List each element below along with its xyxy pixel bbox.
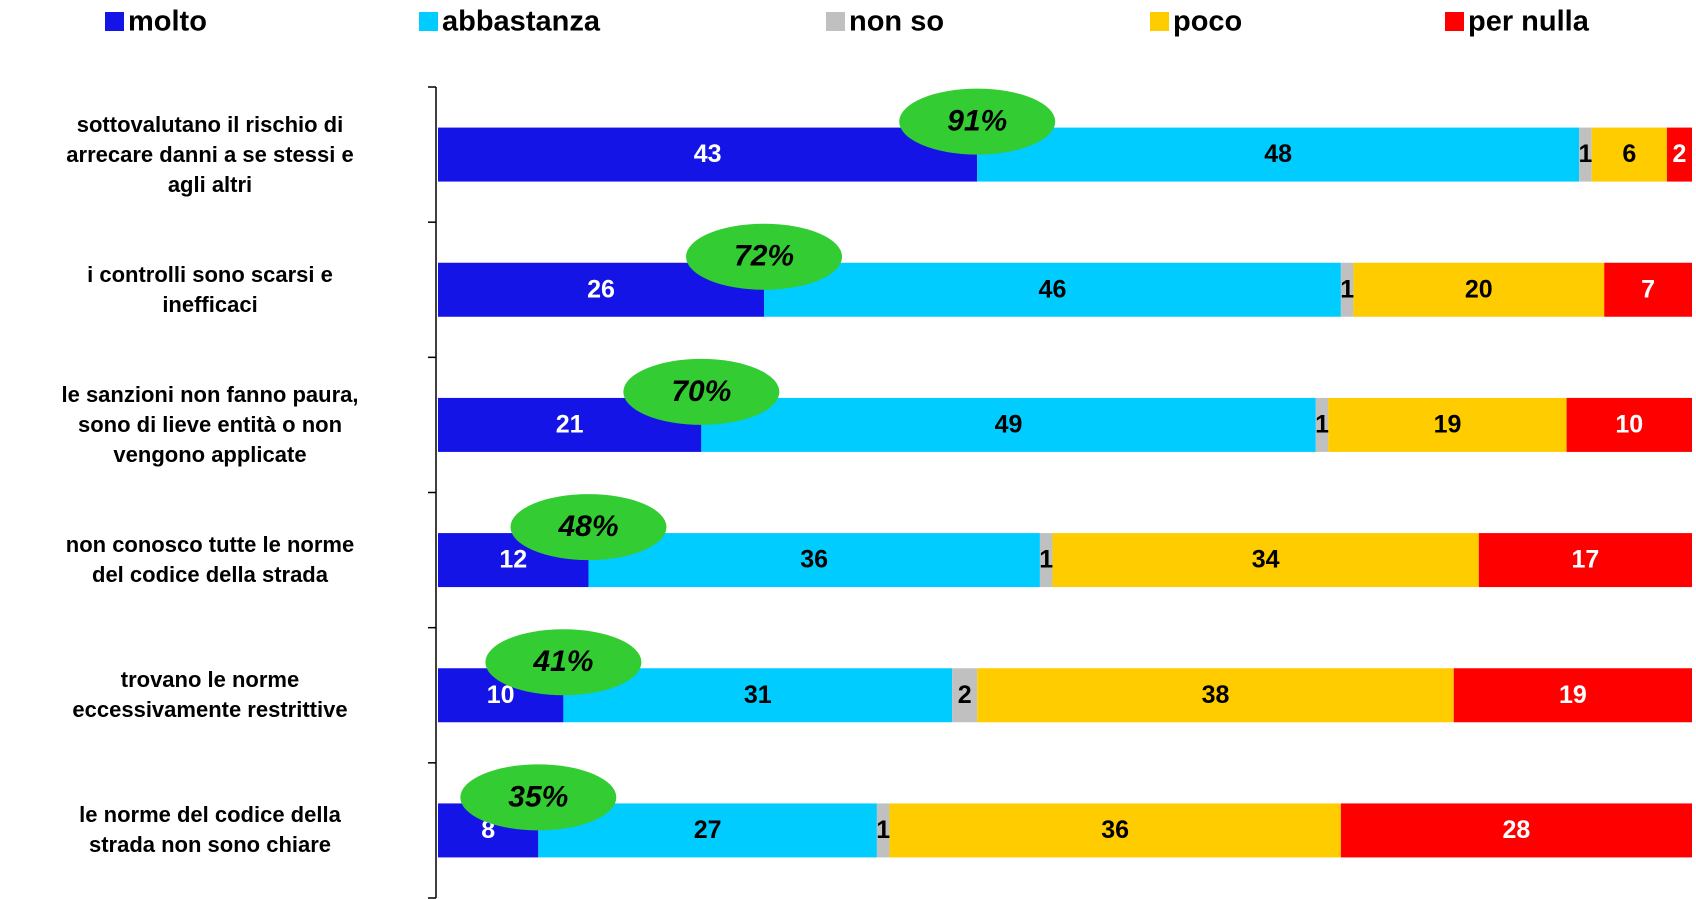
bar-value-label: 38: [1202, 681, 1230, 709]
bar-value-label: 12: [499, 546, 527, 574]
legend-label: poco: [1173, 6, 1242, 38]
bar-segment: [1052, 533, 1479, 588]
bar-value-label: 7: [1641, 275, 1655, 303]
bar-value-label: 36: [1101, 816, 1129, 844]
bar-segment: [588, 533, 1040, 588]
category-label: trovano le norme eccessivamente restritt…: [72, 667, 348, 723]
legend-label: abbastanza: [442, 6, 601, 38]
legend-swatch: [1150, 12, 1169, 31]
bar-segment: [1315, 397, 1329, 452]
bar-segment: [764, 262, 1341, 317]
bar-value-label: 20: [1465, 275, 1493, 303]
bar-value-label: 10: [1615, 411, 1643, 439]
total-label: 35%: [508, 780, 568, 813]
bar-segment: [438, 127, 978, 182]
bar-value-label: 1: [1578, 140, 1592, 168]
bar-segment: [889, 803, 1341, 858]
total-label: 41%: [532, 645, 593, 678]
legend-swatch: [826, 12, 845, 31]
bar-segment: [1579, 127, 1592, 182]
legend-swatch: [105, 12, 124, 31]
total-badge: [686, 223, 843, 290]
bar-value-label: 2: [1673, 140, 1687, 168]
bar-value-label: 1: [1315, 411, 1329, 439]
bar-value-label: 36: [800, 546, 828, 574]
category-label: le sanzioni non fanno paura, sono di lie…: [61, 381, 359, 467]
bar-value-label: 28: [1503, 816, 1531, 844]
bar-value-label: 17: [1572, 546, 1600, 574]
total-badge: [460, 764, 617, 831]
bar-value-label: 26: [587, 275, 615, 303]
category-label: sottovalutano il rischio di arrecare dan…: [66, 111, 354, 197]
bar-value-label: 1: [1039, 546, 1053, 574]
category-label: le norme del codice della strada non son…: [79, 802, 341, 858]
bar-segment: [1591, 127, 1667, 182]
bar-segment: [1328, 397, 1567, 452]
bar-value-label: 27: [694, 816, 722, 844]
bar-segment: [1453, 668, 1692, 723]
bar-value-label: 1: [876, 816, 890, 844]
bar-segment: [1566, 397, 1692, 452]
legend-label: non so: [849, 6, 944, 38]
bar-value-label: 34: [1252, 546, 1280, 574]
bar-value-label: 19: [1434, 411, 1462, 439]
legend-swatch: [419, 12, 438, 31]
bar-segment: [977, 127, 1580, 182]
bar-value-label: 48: [1264, 140, 1292, 168]
bar-segment: [1039, 533, 1053, 588]
bar-value-label: 46: [1039, 275, 1067, 303]
total-label: 70%: [671, 375, 731, 408]
bar-segment: [876, 803, 890, 858]
bar-segment: [701, 397, 1316, 452]
category-label: i controlli sono scarsi e inefficaci: [87, 261, 333, 317]
legend-swatch: [1445, 12, 1464, 31]
bar-segment: [1604, 262, 1692, 317]
bar-value-label: 1: [1340, 275, 1354, 303]
bar-value-label: 43: [694, 140, 722, 168]
bar-value-label: 2: [958, 681, 972, 709]
total-label: 48%: [557, 510, 618, 543]
total-badge: [510, 494, 667, 561]
bar-value-label: 6: [1622, 140, 1636, 168]
bar-segment: [952, 668, 978, 723]
bar-segment: [977, 668, 1454, 723]
legend-label: molto: [128, 6, 207, 38]
bar-value-label: 49: [995, 411, 1023, 439]
bar-segment: [1353, 262, 1605, 317]
bar-segment: [1340, 262, 1354, 317]
bar-segment: [1478, 533, 1692, 588]
total-badge: [899, 88, 1056, 155]
bar-value-label: 31: [744, 681, 772, 709]
category-label: non conosco tutte le norme del codice de…: [65, 532, 355, 588]
total-badge: [623, 358, 780, 425]
bar-segment: [1666, 127, 1692, 182]
bar-value-label: 19: [1559, 681, 1587, 709]
total-label: 91%: [947, 105, 1007, 138]
legend-label: per nulla: [1468, 6, 1590, 38]
bar-value-label: 21: [556, 411, 584, 439]
total-badge: [485, 629, 642, 696]
bar-segment: [1340, 803, 1692, 858]
total-label: 72%: [734, 240, 794, 273]
